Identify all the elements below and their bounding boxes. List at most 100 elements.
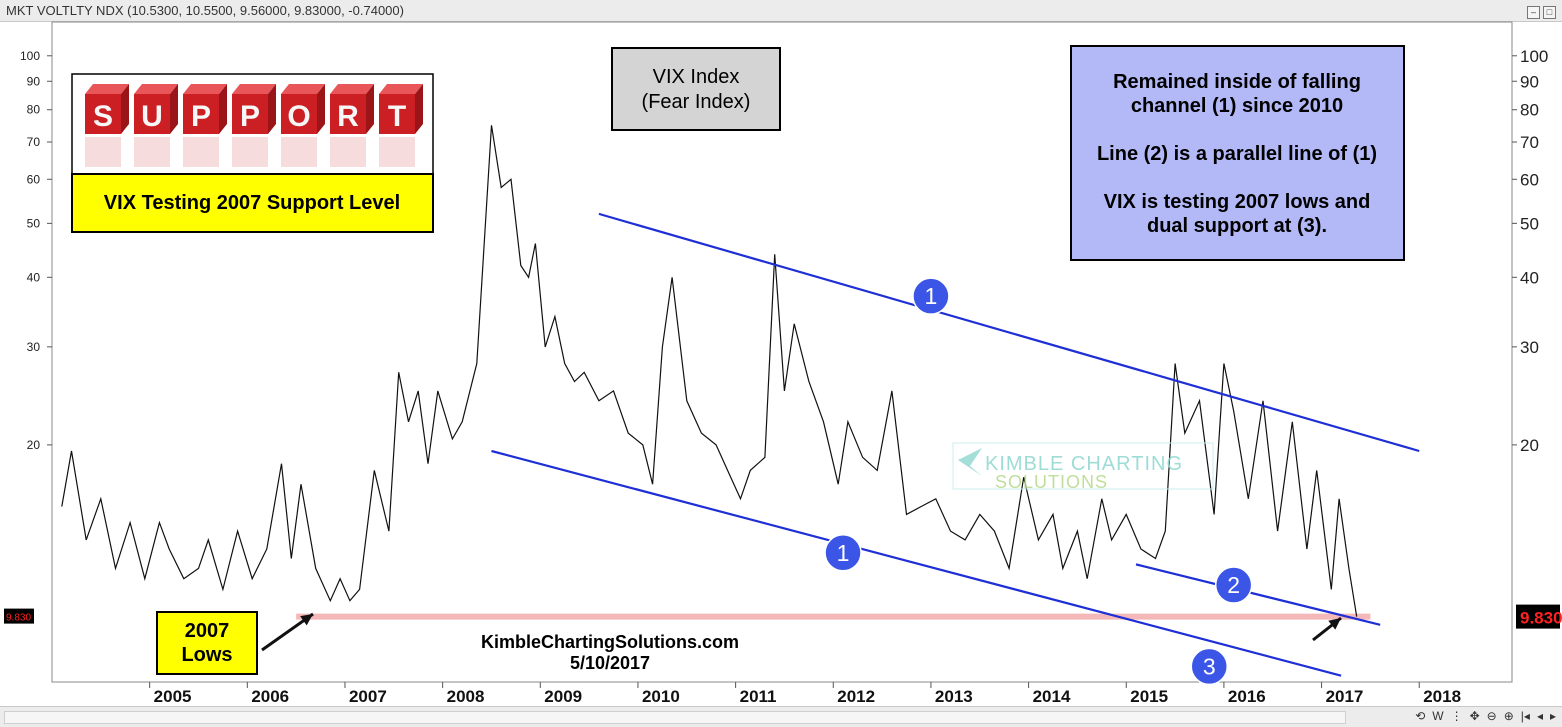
price-label-right-text: 9.830 [1520,609,1562,628]
support-letter: P [191,100,211,133]
price-label-right [1516,604,1560,629]
channel-line-1 [491,449,1342,677]
cube-side [219,84,227,134]
x-tick-label: 2009 [544,687,582,706]
minimize-icon[interactable]: – [1527,6,1540,19]
watermark-text: KIMBLE CHARTING [985,453,1183,475]
support-letter: P [240,100,260,133]
cube-top [134,84,178,94]
window-title: MKT VOLTLTY NDX (10.5300, 10.5500, 9.560… [6,3,404,18]
chart-tool-5[interactable]: ⊕ [1503,709,1514,723]
support-letter: S [93,100,113,133]
y-tick-left: 40 [27,270,41,284]
x-tick-label: 2010 [642,687,680,706]
y-tick-left: 70 [27,135,41,149]
lows-arrow-head [300,614,313,626]
channel-marker-label: 2 [1227,572,1240,598]
cube-side [268,84,276,134]
support-letter: O [287,100,310,133]
cube-reflection [281,137,317,167]
channel-marker-label: 3 [1203,653,1216,679]
cube-reflection [379,137,415,167]
note-line-2: channel (1) since 2010 [1131,95,1343,117]
chart-tool-3[interactable]: ✥ [1469,709,1480,723]
y-tick-right: 30 [1520,338,1539,357]
y-tick-left: 50 [27,216,41,230]
support-title-box [71,173,434,233]
y-tick-left: 90 [27,74,41,88]
support-title: VIX Testing 2007 Support Level [104,192,400,214]
y-tick-left: 60 [27,172,41,186]
y-tick-right: 90 [1520,72,1539,91]
cube-reflection [134,137,170,167]
x-tick-label: 2012 [837,687,875,706]
x-tick-label: 2016 [1228,687,1266,706]
price-label-left-text: 9.830 [6,613,31,624]
parallel-line-2 [1135,563,1381,626]
x-tick-label: 2007 [349,687,387,706]
cube-top [379,84,423,94]
chart-tool-0[interactable]: ⟲ [1415,709,1426,723]
y-tick-right: 100 [1520,47,1548,66]
y-tick-left: 80 [27,103,41,117]
x-tick-label: 2017 [1326,687,1364,706]
chart-tool-7[interactable]: ◂ [1536,709,1543,723]
note-line-4: VIX is testing 2007 lows and [1104,191,1371,213]
cube-reflection [85,137,121,167]
cube-side [366,84,374,134]
x-tick-label: 2014 [1033,687,1071,706]
cube-top [281,84,325,94]
channel-marker-label: 1 [925,283,938,309]
cube-top [85,84,129,94]
cube-side [415,84,423,134]
x-tick-label: 2018 [1423,687,1461,706]
point-3-arrow-head [1328,618,1341,630]
note-line-1: Remained inside of falling [1113,71,1361,93]
watermark-logo [958,448,982,476]
note-line-3: Line (2) is a parallel line of (1) [1097,143,1377,165]
vix-label-box [611,47,781,131]
site-name: KimbleChartingSolutions.com [481,632,739,652]
chart-tool-2[interactable]: ⋮ [1450,709,1463,723]
chart-tool-6[interactable]: |◂ [1520,709,1530,723]
watermark-box [952,442,1214,490]
note-line-5: dual support at (3). [1147,215,1327,237]
vix-label-line2: (Fear Index) [642,91,751,113]
y-tick-right: 20 [1520,436,1539,455]
cube-reflection [183,137,219,167]
cube-side [121,84,129,134]
window-controls: – □ [1524,2,1556,20]
bottom-toolbar: ⟲ W ⋮ ✥ ⊖ ⊕ |◂ ◂ ▸ [0,706,1562,727]
channel-marker-label: 1 [837,540,850,566]
chart-tool-1[interactable]: W [1432,709,1444,723]
window-titlebar: MKT VOLTLTY NDX (10.5300, 10.5500, 9.560… [0,0,1562,22]
support-cube [330,94,366,134]
vix-price-line [61,125,1358,617]
cube-side [170,84,178,134]
cube-side [317,84,325,134]
channel-line-1 [598,212,1420,453]
watermark-text: SOLUTIONS [995,472,1108,492]
y-tick-right: 40 [1520,268,1539,287]
y-tick-left: 30 [27,340,41,354]
support-cube [183,94,219,134]
cube-reflection [330,137,366,167]
support-letter: U [141,100,163,133]
channel-marker [1214,566,1253,604]
cube-top [330,84,374,94]
chart-tool-8[interactable]: ▸ [1549,709,1556,723]
y-tick-right: 80 [1520,101,1539,120]
lows-box [156,611,258,675]
support-cube [134,94,170,134]
y-tick-right: 60 [1520,170,1539,189]
chart-date: 5/10/2017 [570,653,650,673]
horizontal-scrollbar[interactable] [4,711,1346,724]
x-tick-label: 2006 [251,687,289,706]
x-tick-label: 2005 [154,687,192,706]
maximize-icon[interactable]: □ [1543,6,1556,19]
y-tick-right: 70 [1520,133,1539,152]
y-tick-right: 50 [1520,214,1539,233]
chart-tool-4[interactable]: ⊖ [1486,709,1497,723]
x-tick-label: 2015 [1130,687,1168,706]
